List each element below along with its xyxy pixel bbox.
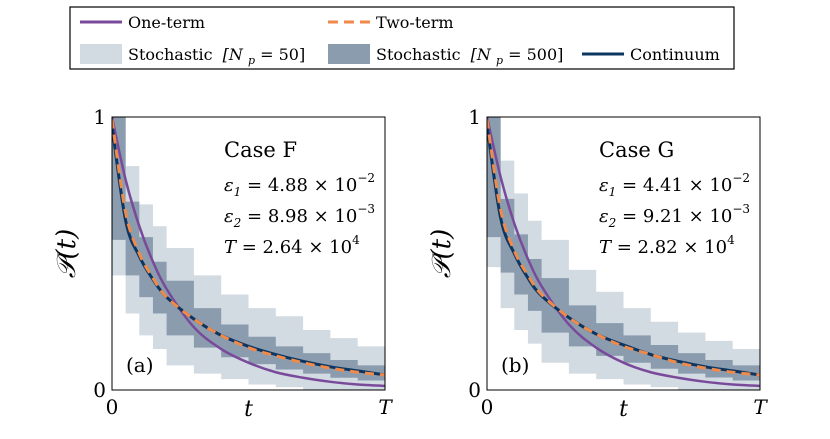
param-value: = 2.64 × 10 xyxy=(236,237,352,258)
parameter-line: T = 2.64 × 104 xyxy=(224,233,360,258)
param-symbol: ε xyxy=(599,206,609,227)
y-tick-label: 1 xyxy=(93,105,106,129)
param-exponent: −3 xyxy=(732,202,750,216)
param-value: = 9.21 × 10 xyxy=(616,206,732,227)
plot-area xyxy=(487,117,760,390)
param-symbol: ε xyxy=(224,206,234,227)
x-axis-label: t xyxy=(244,397,253,422)
param-exponent: −2 xyxy=(732,171,750,185)
legend-label-stochastic-50: Stochastic [N p = 50] xyxy=(128,45,305,68)
param-subscript: 1 xyxy=(609,185,617,199)
legend-stoch50-math: [N xyxy=(223,45,244,64)
param-subscript: 1 xyxy=(234,185,242,199)
legend-stoch50-word: Stochastic xyxy=(128,45,213,64)
y-tick-label: 0 xyxy=(468,378,481,402)
legend-swatch-stochastic-500 xyxy=(328,44,370,64)
y-axis-label: 𝒫(t) xyxy=(52,229,82,278)
legend-swatch-stochastic-50 xyxy=(80,44,122,64)
panel-label: (a) xyxy=(126,353,154,377)
param-exponent: 4 xyxy=(727,233,735,247)
legend: One-term Two-term Stochastic [N p = 50] … xyxy=(69,6,735,70)
legend-stoch500-sub: p xyxy=(496,54,503,67)
plot-area xyxy=(112,117,385,390)
legend-label-one-term: One-term xyxy=(128,13,205,32)
y-tick-label: 1 xyxy=(468,105,481,129)
x-tick-label: T xyxy=(753,395,768,419)
parameter-line: ε1 = 4.88 × 10−2 xyxy=(224,171,375,199)
x-axis-label: t xyxy=(619,397,628,422)
legend-stoch50-sub: p xyxy=(248,54,255,67)
x-tick-label: 0 xyxy=(106,395,119,419)
parameter-line: ε1 = 4.41 × 10−2 xyxy=(599,171,750,199)
param-subscript: 2 xyxy=(233,216,242,230)
param-symbol: ε xyxy=(599,175,609,196)
param-symbol: T xyxy=(224,237,238,258)
case-title: Case G xyxy=(599,138,674,162)
legend-stoch500-math: [N xyxy=(471,45,492,64)
parameter-line: T = 2.82 × 104 xyxy=(599,233,735,258)
x-tick-label: T xyxy=(378,395,393,419)
param-value: = 4.41 × 10 xyxy=(616,175,732,196)
legend-label-continuum: Continuum xyxy=(630,45,720,64)
legend-stoch500-tail: = 500] xyxy=(508,45,563,64)
legend-label-stochastic-500: Stochastic [N p = 500] xyxy=(376,45,563,68)
legend-label-two-term: Two-term xyxy=(376,13,454,32)
two-term-line xyxy=(487,119,760,377)
legend-stoch50-tail: = 50] xyxy=(260,45,305,64)
param-value: = 4.88 × 10 xyxy=(241,175,357,196)
param-subscript: 2 xyxy=(608,216,617,230)
stochastic-500-band xyxy=(487,117,760,381)
two-term-line xyxy=(112,119,385,377)
stochastic-500-band xyxy=(112,117,385,381)
panel-label: (b) xyxy=(501,353,529,377)
x-tick-label: 0 xyxy=(481,395,494,419)
legend-frame xyxy=(69,6,735,70)
param-value: = 8.98 × 10 xyxy=(241,206,357,227)
parameter-line: ε2 = 8.98 × 10−3 xyxy=(224,202,375,230)
one-term-line xyxy=(112,117,385,388)
param-exponent: 4 xyxy=(352,233,360,247)
one-term-line xyxy=(487,117,760,388)
param-symbol: ε xyxy=(224,175,234,196)
param-value: = 2.82 × 10 xyxy=(611,237,727,258)
param-exponent: −2 xyxy=(357,171,375,185)
param-symbol: T xyxy=(599,237,613,258)
y-tick-label: 0 xyxy=(93,378,106,402)
param-exponent: −3 xyxy=(357,202,375,216)
parameter-line: ε2 = 9.21 × 10−3 xyxy=(599,202,750,230)
plot-frame xyxy=(111,116,386,391)
plot-frame xyxy=(486,116,761,391)
y-axis-label: 𝒫(t) xyxy=(427,229,457,278)
case-title: Case F xyxy=(224,138,297,162)
legend-stoch500-word: Stochastic xyxy=(376,45,461,64)
